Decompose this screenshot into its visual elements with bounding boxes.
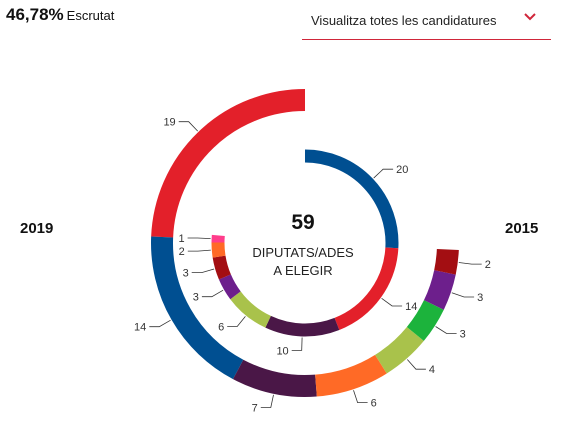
seat-segment-2019-5 — [406, 299, 444, 341]
leader-line-2019-2 — [260, 394, 274, 408]
seat-segment-2015-0 — [304, 149, 399, 249]
scrutiny-label: Escrutat — [66, 8, 115, 23]
seat-label-2019-1: 14 — [134, 322, 146, 334]
seat-label-2019-2: 7 — [252, 403, 258, 415]
leader-line-2015-3 — [227, 316, 246, 327]
seat-label-2015-4: 3 — [193, 292, 199, 304]
seat-label-2015-5: 3 — [183, 268, 189, 280]
leader-line-2015-4 — [201, 289, 224, 298]
seat-segment-2019-2 — [233, 359, 317, 397]
chevron-down-icon — [524, 13, 536, 21]
seat-label-2019-4: 4 — [429, 364, 435, 376]
leader-line-2019-7 — [458, 262, 482, 265]
seat-segment-2019-7 — [434, 248, 459, 275]
candidatures-dropdown[interactable]: Visualitza totes les candidatures — [302, 3, 551, 40]
seat-label-2019-3: 6 — [371, 398, 377, 410]
leader-line-2015-1 — [381, 297, 403, 307]
scrutiny-percent: 46,78% — [6, 5, 64, 24]
seat-segment-2015-6 — [211, 242, 226, 258]
leader-line-2015-5 — [191, 268, 215, 274]
seat-label-2019-5: 3 — [460, 329, 466, 341]
leader-line-2019-1 — [149, 319, 171, 328]
dropdown-label: Visualitza totes les candidatures — [311, 13, 497, 28]
seat-segment-2015-4 — [218, 274, 241, 300]
seat-label-2015-6: 2 — [179, 246, 185, 258]
year-label-2019: 2019 — [20, 220, 53, 237]
seat-label-2015-7: 1 — [178, 233, 184, 245]
seat-segment-2019-4 — [374, 326, 424, 374]
seat-segment-2019-1 — [151, 236, 244, 380]
scrutiny-info: 46,78% Escrutat — [6, 5, 114, 25]
leader-line-2019-4 — [407, 359, 426, 370]
leader-line-2019-0 — [178, 121, 198, 132]
seat-label-2019-0: 19 — [163, 117, 175, 129]
seat-segment-2019-3 — [314, 354, 387, 397]
leader-line-2015-0 — [373, 168, 394, 179]
seat-label-2015-0: 20 — [396, 164, 408, 176]
seat-label-2015-3: 6 — [218, 322, 224, 334]
leader-line-2019-6 — [451, 292, 475, 298]
leader-line-2015-7 — [187, 237, 211, 239]
leader-line-2015-6 — [187, 249, 211, 252]
seat-segment-2015-1 — [334, 247, 399, 330]
leader-line-2015-2 — [291, 337, 303, 351]
seat-segment-2019-6 — [423, 269, 456, 310]
seat-label-2015-2: 10 — [276, 345, 288, 357]
leader-line-2019-3 — [353, 390, 368, 404]
center-line-2: A ELEGIR — [273, 263, 332, 278]
seat-segment-2015-3 — [230, 291, 272, 328]
seat-label-2019-6: 3 — [477, 292, 483, 304]
seat-segment-2019-0 — [151, 89, 306, 238]
center-line-1: DIPUTATS/ADES — [252, 245, 354, 260]
seat-label-2019-7: 2 — [485, 259, 491, 271]
center-seats-value: 59 — [291, 211, 314, 234]
leader-line-2019-5 — [435, 326, 457, 334]
seat-label-2015-1: 14 — [405, 301, 417, 313]
seat-segment-2015-5 — [212, 255, 231, 280]
seat-segment-2015-2 — [265, 315, 340, 337]
year-label-2015: 2015 — [505, 220, 538, 237]
